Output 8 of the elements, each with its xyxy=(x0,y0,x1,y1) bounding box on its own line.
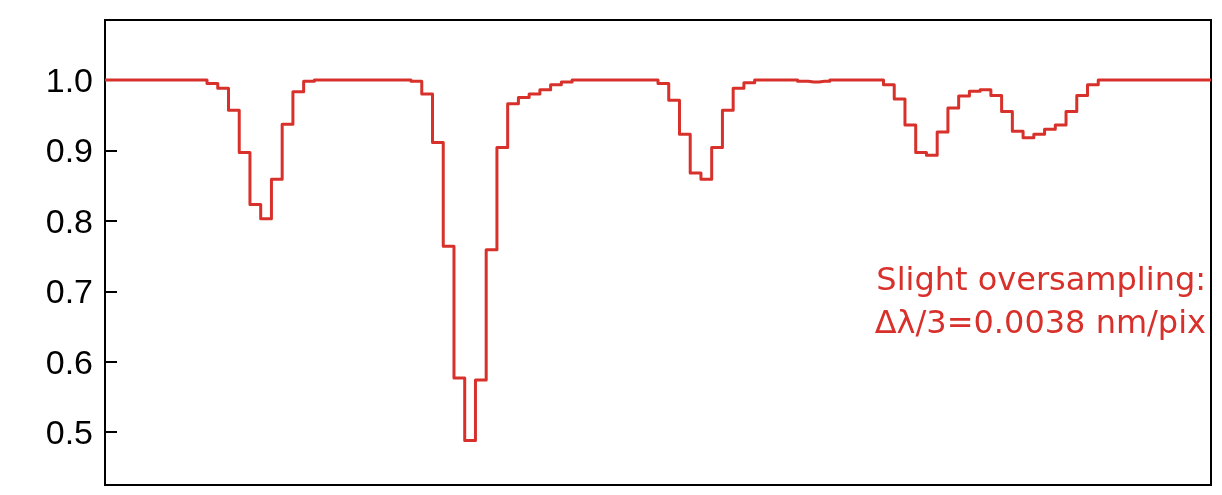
annotation: Slight oversampling: xyxy=(876,260,1206,298)
y-tick-label: 0.6 xyxy=(45,342,93,381)
y-tick-label: 0.9 xyxy=(45,131,93,170)
y-tick-label: 0.7 xyxy=(45,272,93,311)
y-tick-label: 0.8 xyxy=(45,201,93,240)
y-tick-label: 1.0 xyxy=(45,60,93,99)
y-tick-label: 0.5 xyxy=(45,413,93,452)
annotation: Δλ/3=0.0038 nm/pix xyxy=(874,303,1206,341)
